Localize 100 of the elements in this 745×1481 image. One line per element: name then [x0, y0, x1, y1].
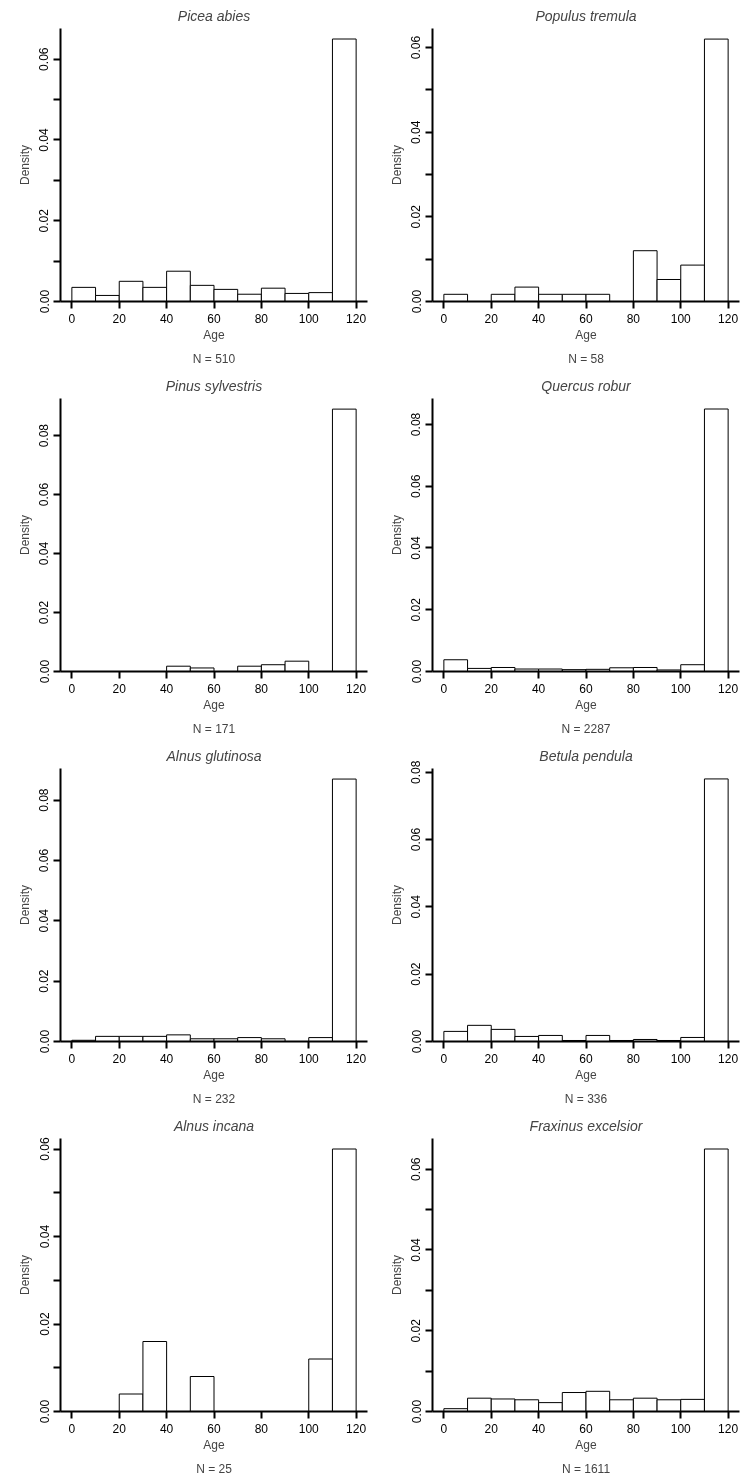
y-tick-label: 0.06	[37, 1137, 52, 1161]
y-tick-label: 0.08	[37, 423, 52, 448]
y-tick-label: 0.02	[37, 600, 52, 625]
text: N = 1611	[561, 1461, 611, 1476]
x-tick-label: 60	[207, 681, 221, 696]
x-tick-label: 120	[346, 681, 367, 696]
y-axis-title: Density	[17, 144, 32, 186]
chart-title: Pinus sylvestris	[165, 377, 263, 394]
y-tick-label: 0.06	[409, 35, 424, 60]
y-tick-label: 0.04	[37, 127, 52, 152]
x-tick-label: 60	[207, 1051, 221, 1066]
y-tick-label: 0.06	[409, 1157, 424, 1181]
y-axis-title: Density	[17, 884, 32, 926]
x-tick-label: 0	[68, 681, 76, 696]
y-tick-label: 0.00	[409, 1029, 424, 1054]
x-tick-label: 80	[254, 311, 269, 326]
x-tick-label: 0	[440, 1421, 448, 1436]
y-tick-label: 0.00	[37, 289, 52, 314]
x-axis-title: Age	[575, 697, 597, 712]
x-tick-label: 100	[670, 311, 692, 326]
x-tick-label: 40	[159, 681, 174, 696]
y-tick-label: 0.08	[409, 760, 424, 784]
y-tick-label: 0.04	[37, 908, 52, 933]
y-tick-label: 0.00	[409, 1399, 424, 1424]
y-axis-title: Density	[17, 514, 32, 556]
x-tick-label: 60	[579, 1421, 593, 1436]
x-tick-label: 120	[346, 311, 367, 326]
x-tick-label: 20	[484, 1421, 499, 1436]
x-axis-title: Age	[203, 327, 225, 342]
text: N = 25	[196, 1461, 233, 1476]
text: N = 58	[568, 351, 605, 366]
y-axis-title: Density	[389, 144, 404, 186]
x-tick-label: 80	[626, 1051, 641, 1066]
y-tick-label: 0.02	[37, 969, 52, 993]
y-tick-label: 0.02	[37, 208, 52, 233]
y-tick-label: 0.08	[409, 412, 424, 437]
chart-title: Quercus robur	[541, 377, 633, 394]
x-tick-label: 0	[68, 311, 76, 326]
y-tick-label: 0.00	[37, 1029, 52, 1054]
y-tick-label: 0.04	[409, 894, 424, 919]
chart-title: Alnus incana	[172, 1117, 255, 1134]
x-tick-label: 40	[531, 1051, 546, 1066]
x-tick-label: 0	[440, 1051, 448, 1066]
y-tick-label: 0.02	[409, 1318, 424, 1343]
y-tick-label: 0.02	[409, 962, 424, 986]
y-tick-label: 0.06	[409, 827, 424, 852]
y-tick-label: 0.04	[409, 1237, 424, 1262]
x-tick-label: 100	[298, 1421, 320, 1436]
x-axis-title: Age	[575, 1437, 597, 1452]
x-tick-label: 120	[718, 1051, 739, 1066]
x-tick-label: 100	[298, 311, 320, 326]
x-tick-label: 120	[718, 681, 739, 696]
y-tick-label: 0.06	[37, 47, 52, 71]
chart-title: Picea abies	[177, 7, 251, 24]
y-axis-title: Density	[389, 1254, 404, 1296]
x-tick-label: 20	[112, 1051, 127, 1066]
x-tick-label: 120	[718, 1421, 739, 1436]
x-tick-label: 100	[670, 1051, 692, 1066]
chart-title: Alnus glutinosa	[165, 747, 262, 764]
x-tick-label: 40	[159, 1421, 174, 1436]
x-tick-label: 20	[484, 311, 499, 326]
y-axis-title: Density	[389, 884, 404, 926]
x-tick-label: 80	[626, 1421, 641, 1436]
x-tick-label: 100	[670, 681, 692, 696]
text: N = 336	[564, 1091, 608, 1106]
x-tick-label: 0	[68, 1421, 76, 1436]
x-tick-label: 20	[112, 311, 127, 326]
y-tick-label: 0.02	[37, 1312, 52, 1336]
x-tick-label: 0	[440, 681, 448, 696]
x-tick-label: 100	[670, 1421, 692, 1436]
chart-title: Populus tremula	[535, 7, 637, 24]
x-tick-label: 100	[298, 1051, 320, 1066]
x-tick-label: 60	[579, 681, 593, 696]
x-tick-label: 120	[346, 1051, 367, 1066]
y-tick-label: 0.04	[409, 535, 424, 560]
x-axis-title: Age	[203, 697, 225, 712]
y-axis-title: Density	[17, 1254, 32, 1296]
x-tick-label: 40	[159, 1051, 174, 1066]
y-tick-label: 0.08	[37, 788, 52, 812]
text: N = 171	[192, 721, 236, 736]
x-tick-label: 80	[254, 1421, 269, 1436]
y-tick-label: 0.04	[409, 120, 424, 144]
y-tick-label: 0.00	[409, 659, 424, 684]
y-tick-label: 0.04	[37, 541, 52, 566]
x-tick-label: 80	[626, 681, 641, 696]
y-tick-label: 0.06	[37, 848, 52, 873]
x-tick-label: 40	[159, 311, 174, 326]
x-tick-label: 20	[112, 681, 127, 696]
y-tick-label: 0.00	[37, 659, 52, 684]
x-tick-label: 80	[254, 1051, 269, 1066]
x-tick-label: 80	[626, 311, 641, 326]
x-tick-label: 20	[484, 681, 499, 696]
y-tick-label: 0.06	[409, 474, 424, 498]
x-axis-title: Age	[575, 1067, 597, 1082]
x-axis-title: Age	[203, 1067, 225, 1082]
x-tick-label: 40	[531, 1421, 546, 1436]
x-tick-label: 120	[346, 1421, 367, 1436]
y-tick-label: 0.02	[409, 597, 424, 622]
x-axis-title: Age	[575, 327, 597, 342]
x-tick-label: 60	[207, 311, 221, 326]
